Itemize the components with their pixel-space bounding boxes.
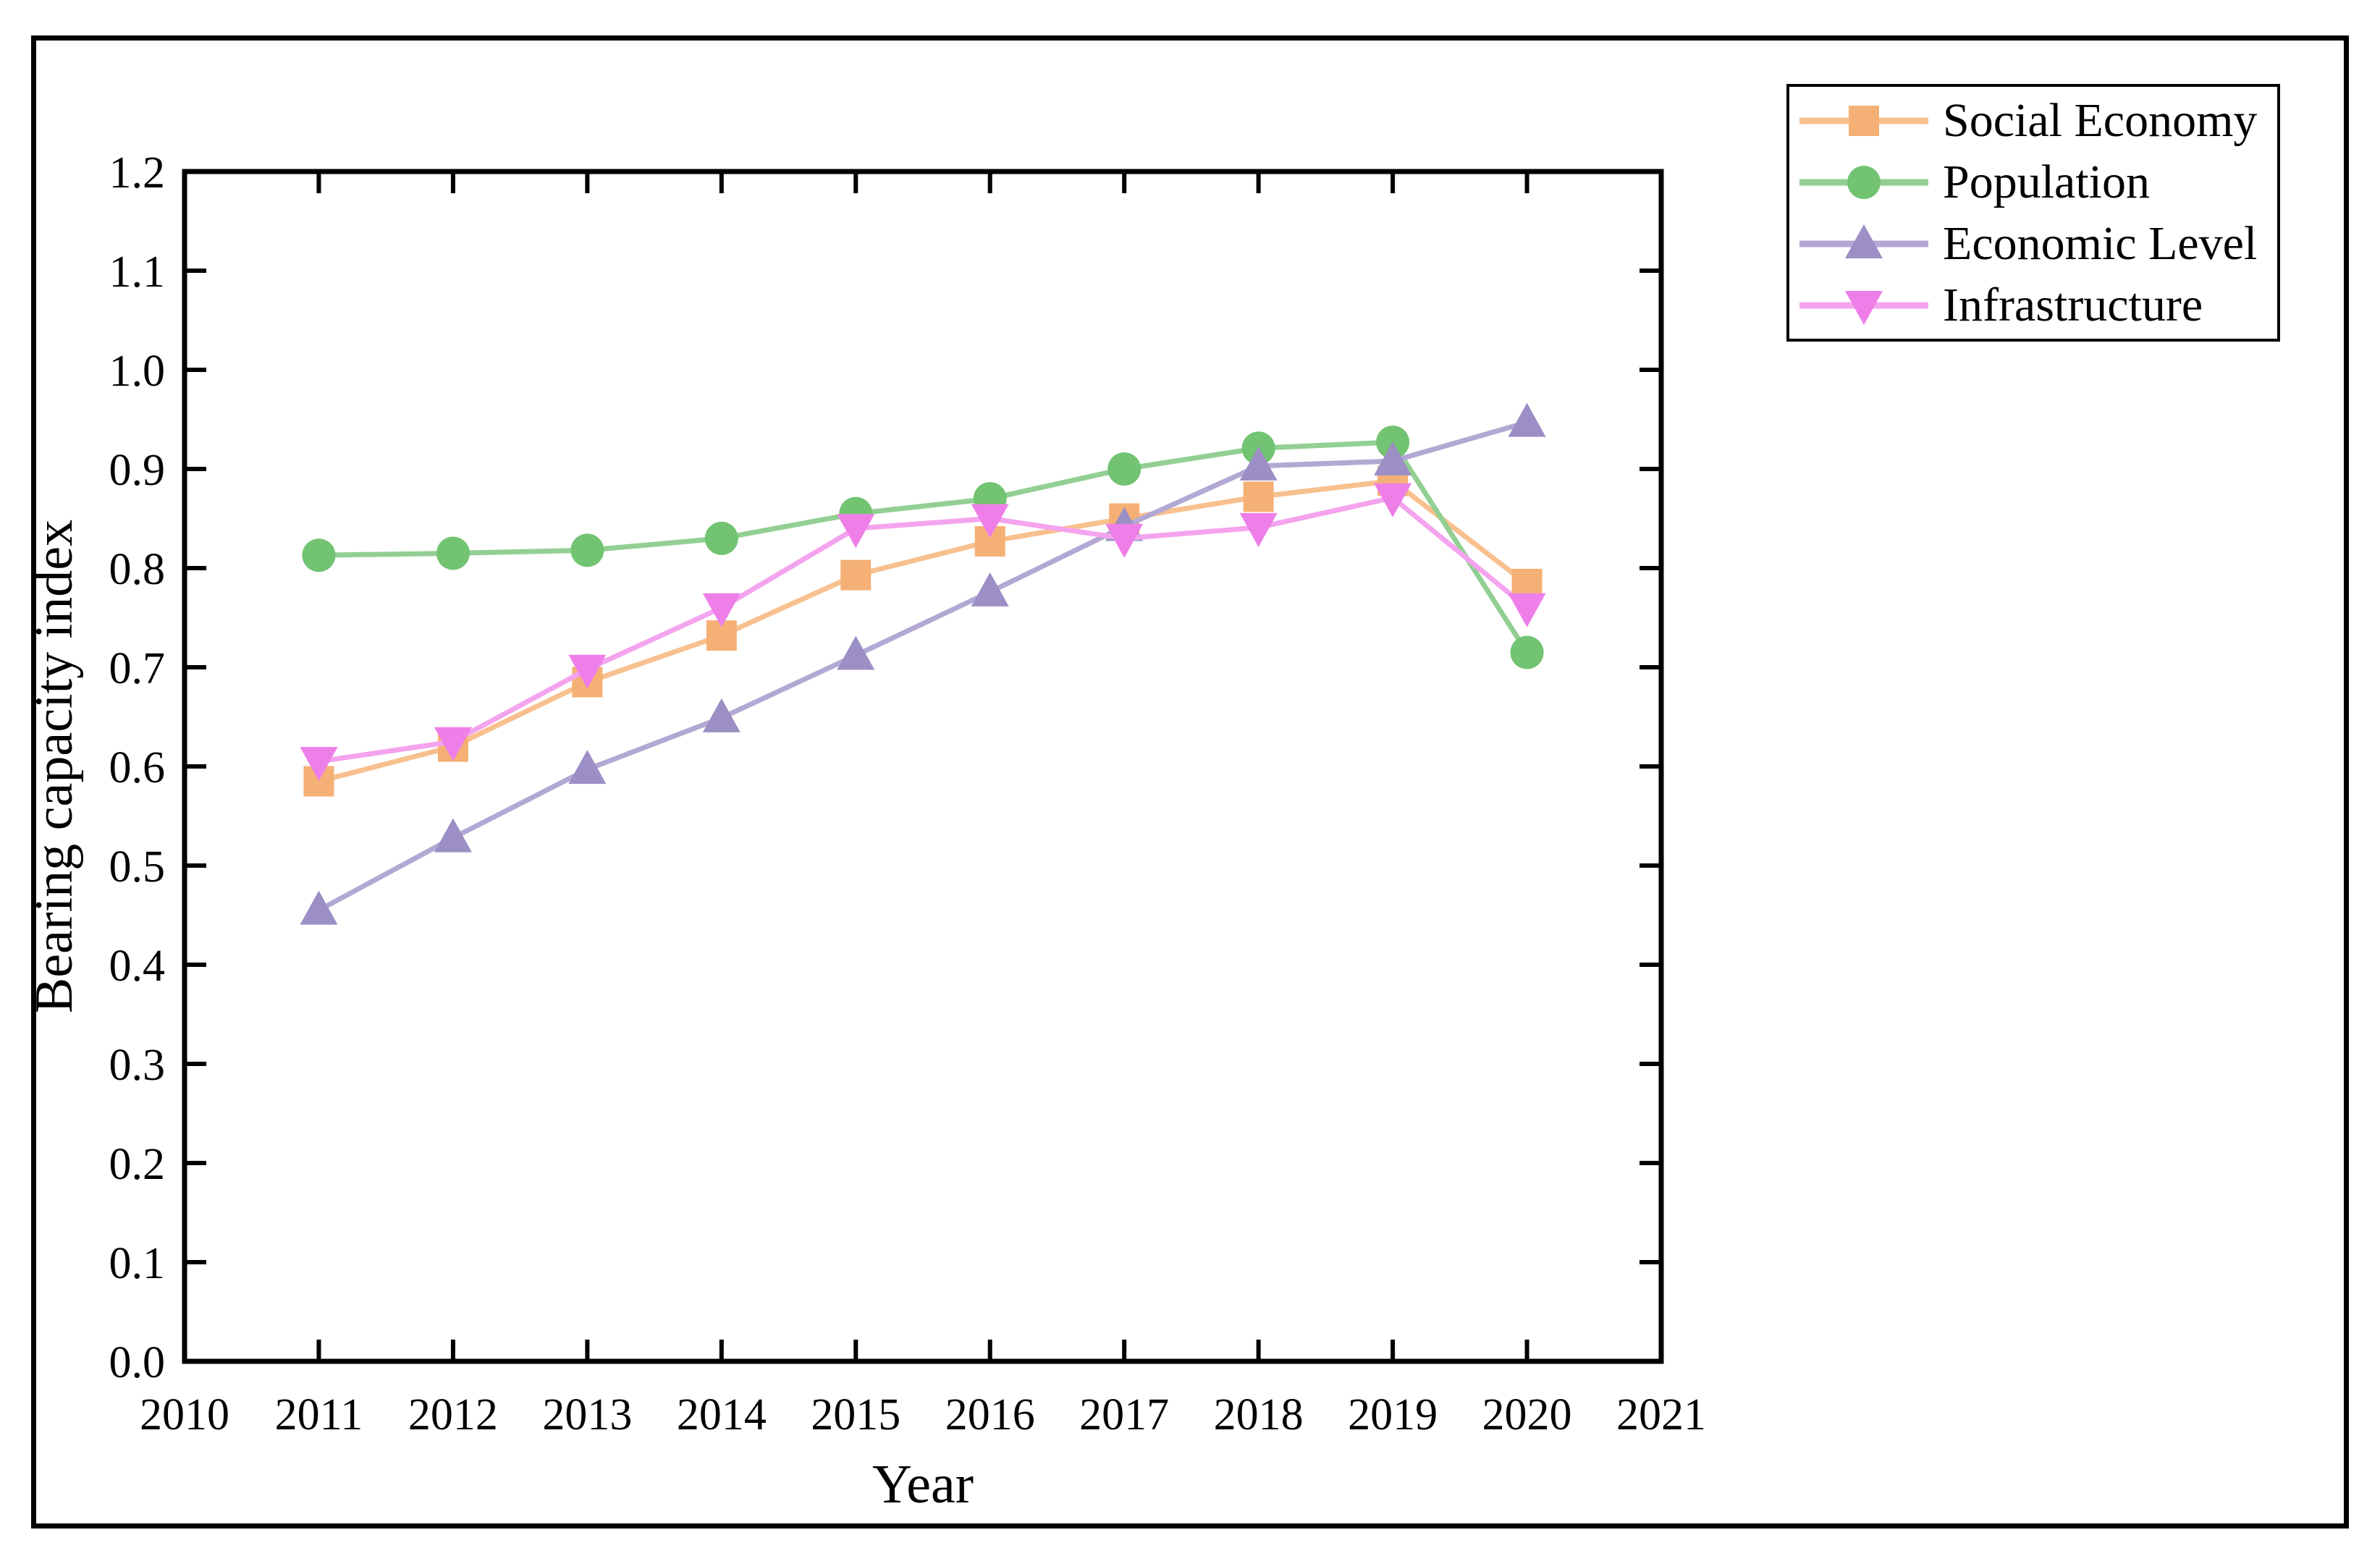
x-tick-label: 2013 bbox=[542, 1390, 632, 1439]
legend-item-social-economy: Social Economy bbox=[1795, 92, 2277, 150]
y-tick-label: 0.0 bbox=[109, 1338, 166, 1387]
axis-ticks: 0.0 0.1 0.2 0.3 0.4 0.5 0.6 0.7 0.8 0.9 1.0 1.1 1.2 2… bbox=[109, 148, 1707, 1439]
x-tick-label: 2018 bbox=[1214, 1390, 1304, 1439]
plot-frame bbox=[182, 169, 1664, 1364]
population-sample-marker bbox=[1799, 165, 1928, 199]
series-economic-level bbox=[300, 402, 1546, 925]
y-tick-label: 0.8 bbox=[109, 545, 166, 594]
y-tick-label: 0.6 bbox=[109, 743, 166, 792]
x-tick-label: 2012 bbox=[408, 1390, 498, 1439]
legend-item-infrastructure: Infrastructure bbox=[1795, 276, 2277, 334]
legend-label: Economic Level bbox=[1943, 216, 2258, 270]
y-tick-label: 0.5 bbox=[109, 842, 166, 892]
x-tick-label: 2019 bbox=[1348, 1390, 1438, 1439]
series-social-economy bbox=[303, 465, 1543, 797]
legend: Social Economy Population Economic Level… bbox=[1786, 84, 2280, 342]
x-tick-label: 2014 bbox=[677, 1390, 767, 1439]
series-infrastructure bbox=[300, 483, 1546, 782]
y-axis-label: Bearing capacity index bbox=[25, 519, 84, 1014]
economic-level-sample-marker bbox=[1799, 224, 1928, 258]
figure-border bbox=[31, 35, 2349, 1528]
x-tick-label: 2017 bbox=[1079, 1390, 1169, 1439]
y-tick-label: 0.7 bbox=[109, 644, 166, 693]
social-economy-sample-marker bbox=[1799, 105, 1928, 136]
x-tick-label: 2020 bbox=[1482, 1390, 1572, 1439]
y-tick-label: 0.2 bbox=[109, 1140, 166, 1189]
legend-label: Infrastructure bbox=[1943, 278, 2203, 331]
x-tick-label: 2010 bbox=[140, 1390, 229, 1439]
infrastructure-sample-marker bbox=[1799, 290, 1928, 325]
legend-label: Population bbox=[1943, 155, 2151, 208]
legend-label: Social Economy bbox=[1943, 93, 2258, 147]
legend-item-economic-level: Economic Level bbox=[1795, 215, 2277, 273]
legend-item-population: Population bbox=[1795, 153, 2277, 211]
x-tick-label: 2015 bbox=[811, 1390, 900, 1439]
y-tick-label: 1.1 bbox=[109, 248, 166, 297]
x-tick-label: 2016 bbox=[945, 1390, 1035, 1439]
y-tick-label: 0.4 bbox=[109, 942, 166, 991]
y-tick-label: 0.1 bbox=[109, 1239, 166, 1288]
x-tick-label: 2021 bbox=[1616, 1390, 1706, 1439]
y-tick-label: 1.2 bbox=[109, 148, 166, 198]
x-tick-label: 2011 bbox=[275, 1390, 363, 1439]
y-tick-label: 0.9 bbox=[109, 446, 166, 495]
y-tick-label: 0.3 bbox=[109, 1041, 166, 1090]
x-axis-label: Year bbox=[872, 1454, 974, 1515]
y-tick-label: 1.0 bbox=[109, 347, 166, 396]
